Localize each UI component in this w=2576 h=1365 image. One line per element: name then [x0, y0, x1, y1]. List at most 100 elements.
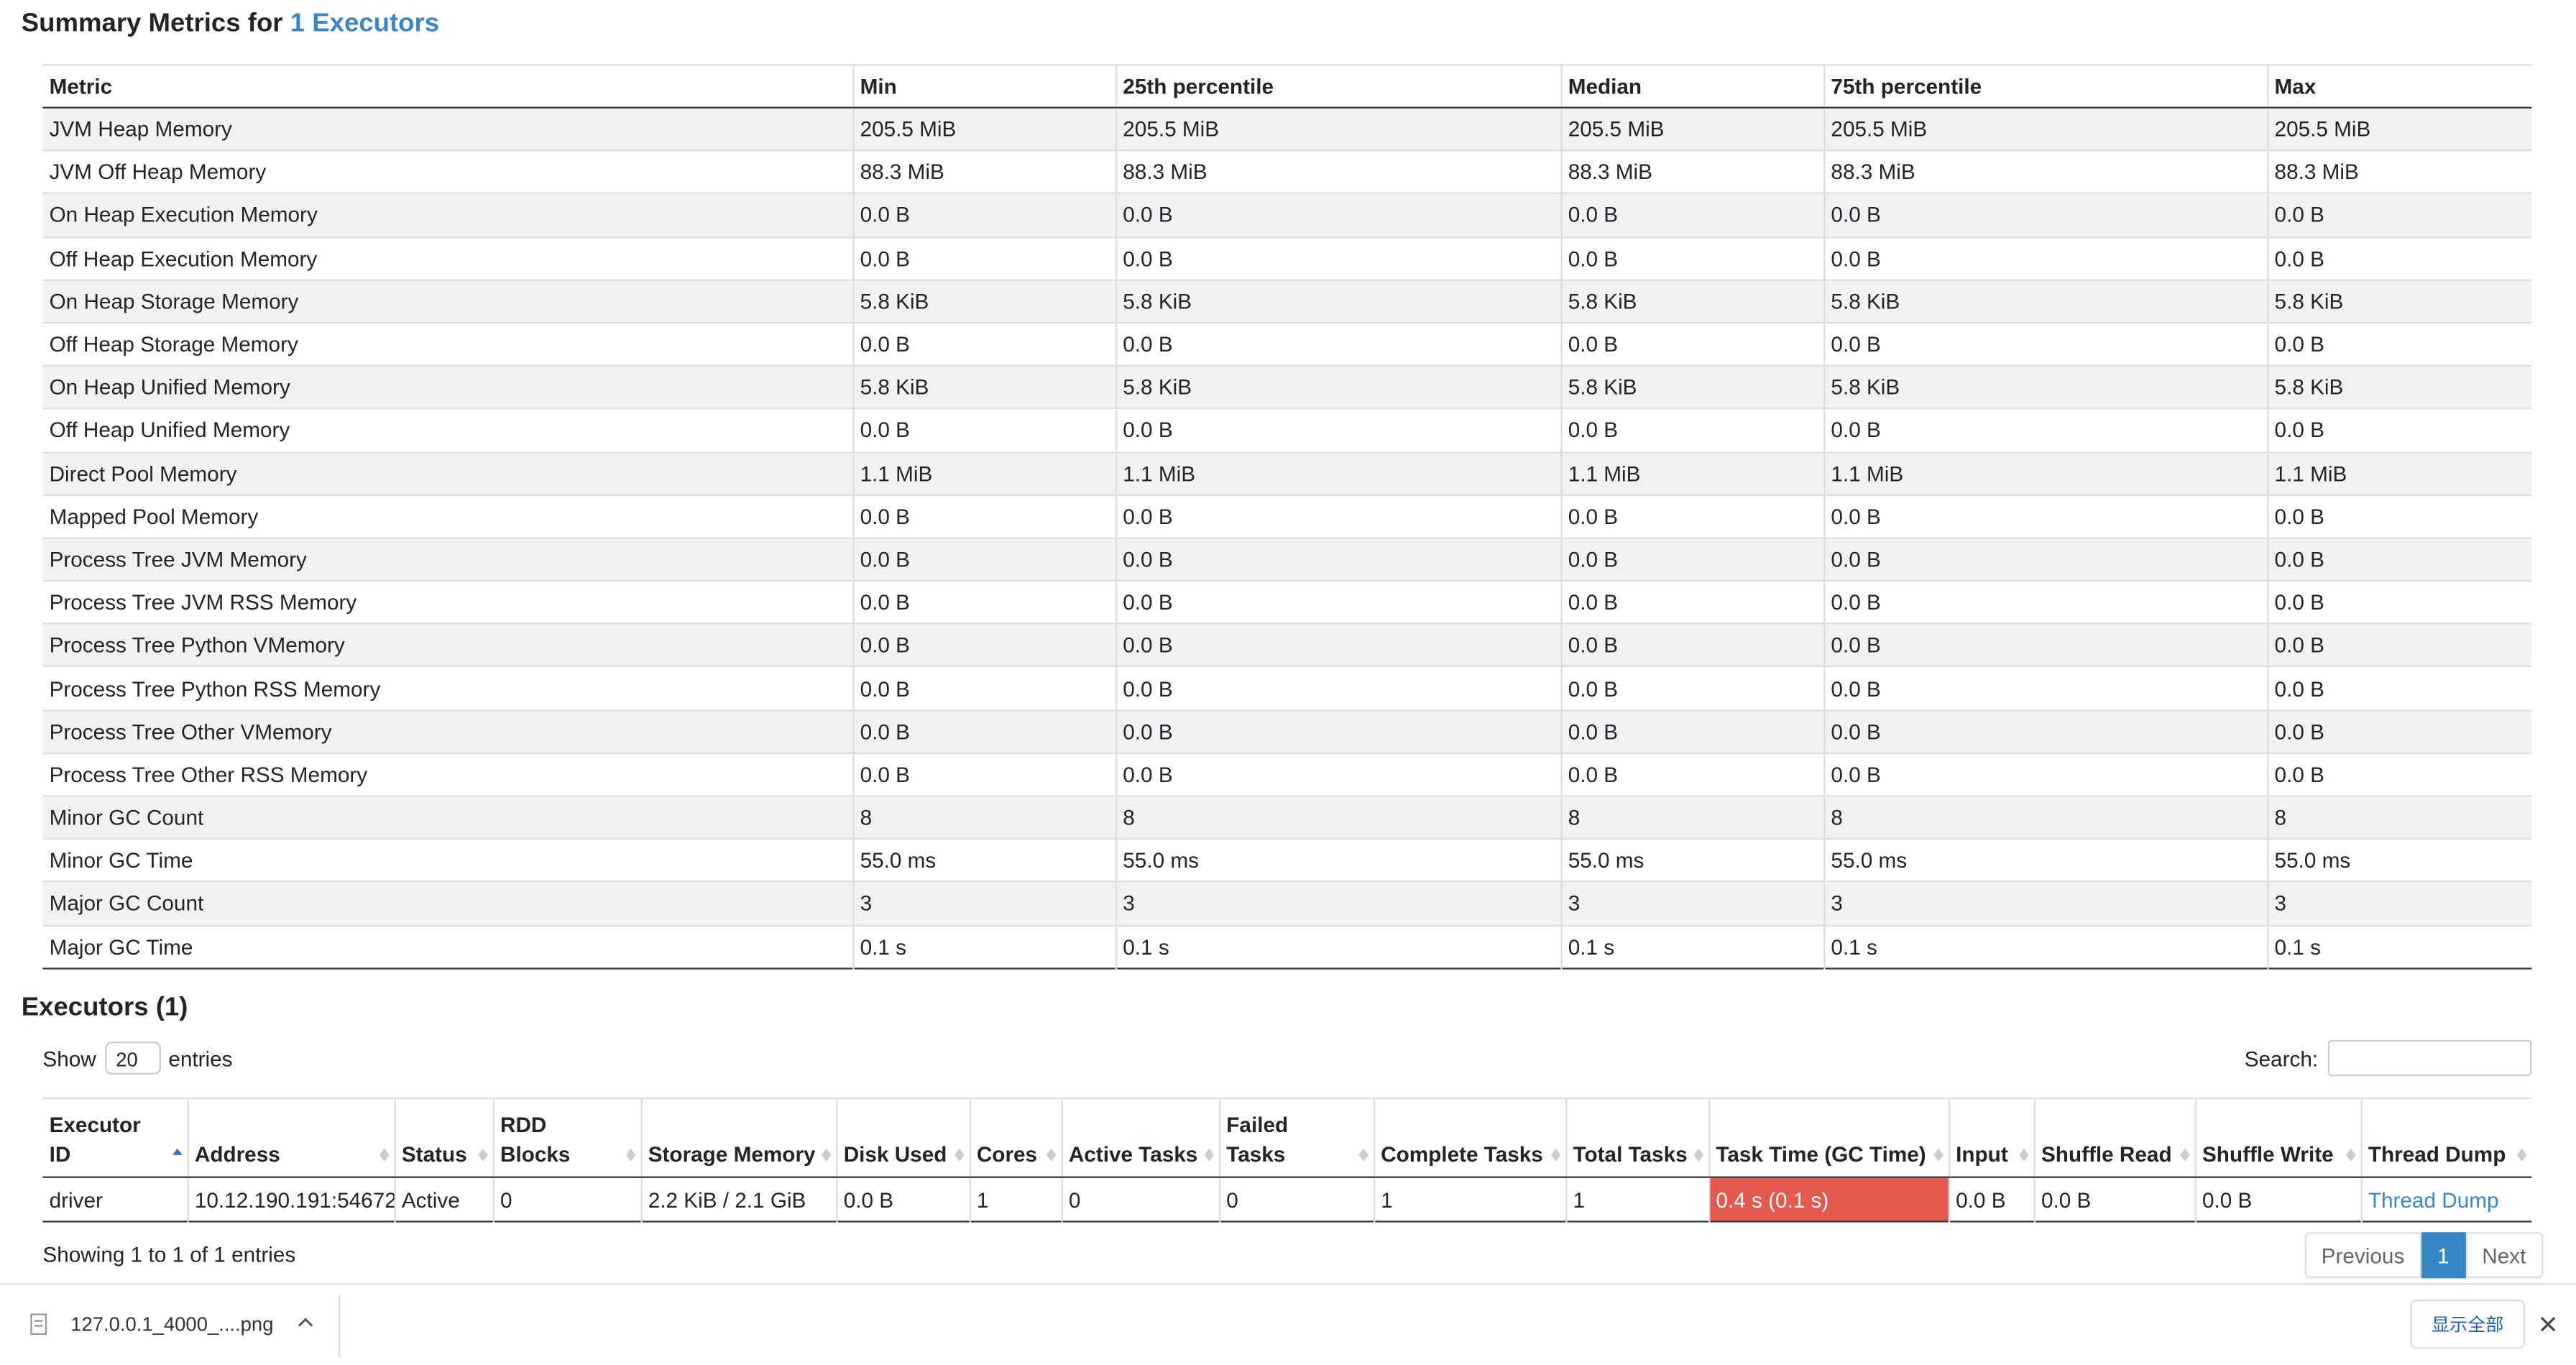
- metric-value: 88.3 MiB: [1114, 150, 1561, 194]
- metric-value: 0.0 B: [1114, 494, 1561, 538]
- metric-value: 0.0 B: [1114, 622, 1561, 667]
- metric-name: Process Tree JVM RSS Memory: [42, 579, 853, 624]
- metric-value: 0.0 B: [1560, 709, 1824, 753]
- sortable-header[interactable]: Shuffle Write: [2194, 1098, 2361, 1178]
- page-length-select[interactable]: 20: [104, 1042, 160, 1075]
- cell: 0.0 B: [1947, 1177, 2034, 1222]
- metric-value: 0.0 B: [852, 193, 1116, 237]
- metric-name: Process Tree JVM Memory: [42, 537, 853, 582]
- page-button[interactable]: 1: [2421, 1232, 2466, 1279]
- metric-row: Process Tree Other VMemory 0.0 B 0.0 B 0.0 …: [42, 709, 2532, 753]
- thread-dump-link[interactable]: Thread Dump: [2368, 1187, 2499, 1212]
- executor-row: driver 10.12.190.191:54672 Active 0 2.2 KiB …: [42, 1177, 2532, 1222]
- metric-value: 0.0 B: [2266, 236, 2532, 280]
- metric-name: Process Tree Python VMemory: [42, 622, 853, 667]
- metric-value: 55.0 ms: [1114, 838, 1561, 883]
- metric-value: 0.0 B: [1822, 236, 2268, 280]
- header-row: Executor ID Address Status RDD Blocks Storag…: [42, 1098, 2532, 1178]
- metric-value: 0.0 B: [1114, 321, 1561, 366]
- metric-row: On Heap Unified Memory 5.8 KiB 5.8 KiB 5.8 …: [42, 364, 2532, 409]
- sortable-header[interactable]: Status: [393, 1098, 493, 1178]
- metric-row: Off Heap Execution Memory 0.0 B 0.0 B 0.0 B…: [42, 236, 2532, 280]
- close-icon[interactable]: [2540, 1316, 2557, 1333]
- metric-value: 3: [1822, 881, 2268, 925]
- metric-value: 0.1 s: [1560, 924, 1824, 968]
- cell: 1: [968, 1177, 1062, 1222]
- column-header: Min: [852, 65, 1116, 109]
- cell: 1: [1565, 1177, 1709, 1222]
- sortable-header[interactable]: Cores: [968, 1098, 1062, 1178]
- sortable-header[interactable]: Thread Dump: [2360, 1098, 2532, 1178]
- metric-value: 0.0 B: [852, 752, 1116, 796]
- show-all-button[interactable]: 显示全部: [2410, 1299, 2526, 1349]
- expand-icon[interactable]: [298, 1316, 314, 1329]
- sortable-header[interactable]: Disk Used: [835, 1098, 970, 1178]
- metric-value: 3: [852, 881, 1116, 925]
- metric-value: 0.0 B: [1114, 666, 1561, 710]
- metric-row: Off Heap Storage Memory 0.0 B 0.0 B 0.0 B 0.…: [42, 321, 2532, 366]
- sortable-header[interactable]: Shuffle Read: [2033, 1098, 2195, 1178]
- length-control: Show 20 entries: [42, 1039, 233, 1078]
- metric-value: 205.5 MiB: [1114, 106, 1561, 151]
- metric-name: On Heap Storage Memory: [42, 278, 853, 323]
- cell: 2.2 KiB / 2.1 GiB: [640, 1177, 837, 1222]
- sortable-header[interactable]: Total Tasks: [1565, 1098, 1709, 1178]
- sortable-header[interactable]: Failed Tasks: [1218, 1098, 1374, 1178]
- metric-value: 0.0 B: [852, 408, 1116, 452]
- metric-value: 0.0 B: [852, 537, 1116, 582]
- sortable-header[interactable]: Storage Memory: [640, 1098, 837, 1178]
- cell: 0: [1218, 1177, 1374, 1222]
- sortable-header[interactable]: Address: [186, 1098, 395, 1178]
- sortable-header[interactable]: Active Tasks: [1060, 1098, 1219, 1178]
- metric-value: 55.0 ms: [1822, 838, 2268, 883]
- metric-value: 0.0 B: [1822, 579, 2268, 624]
- sortable-header[interactable]: Task Time (GC Time): [1707, 1098, 1949, 1178]
- download-file[interactable]: 127.0.0.1_4000_....png: [70, 1313, 274, 1336]
- metric-value: 0.0 B: [2266, 709, 2532, 753]
- cell: 1: [1372, 1177, 1566, 1222]
- metric-row: Process Tree Python VMemory 0.0 B 0.0 B 0.0…: [42, 622, 2532, 667]
- column-header: 25th percentile: [1114, 65, 1561, 109]
- sortable-header[interactable]: Input: [1947, 1098, 2034, 1178]
- metric-value: 0.0 B: [1560, 494, 1824, 538]
- metric-row: Process Tree JVM RSS Memory 0.0 B 0.0 B 0.0…: [42, 579, 2532, 624]
- metric-value: 8: [852, 795, 1116, 840]
- sortable-header[interactable]: Executor ID: [42, 1098, 188, 1178]
- metric-value: 0.0 B: [1560, 321, 1824, 366]
- metric-value: 0.0 B: [1114, 579, 1561, 624]
- metric-value: 0.0 B: [1822, 408, 2268, 452]
- show-label: Show: [42, 1045, 96, 1071]
- page-button[interactable]: Previous: [2304, 1232, 2421, 1279]
- metric-value: 0.0 B: [1114, 752, 1561, 796]
- metric-value: 0.0 B: [2266, 408, 2532, 452]
- header-row: Metric Min 25th percentile Median 75th perce…: [42, 65, 2532, 109]
- metric-name: Direct Pool Memory: [42, 451, 853, 495]
- search-input[interactable]: [2327, 1039, 2532, 1077]
- metric-value: 0.0 B: [1560, 236, 1824, 280]
- metric-value: 0.0 B: [1114, 193, 1561, 237]
- metric-value: 0.0 B: [852, 321, 1116, 366]
- metric-value: 5.8 KiB: [1822, 364, 2268, 409]
- metric-value: 0.0 B: [2266, 752, 2532, 796]
- metric-value: 8: [1114, 795, 1561, 840]
- cell: 0: [1060, 1177, 1219, 1222]
- sortable-header[interactable]: RDD Blocks: [492, 1098, 641, 1178]
- metric-value: 0.0 B: [1822, 622, 2268, 667]
- metric-value: 55.0 ms: [852, 838, 1116, 883]
- download-bar: 127.0.0.1_4000_....png 显示全部: [0, 1283, 2576, 1365]
- metric-row: Direct Pool Memory 1.1 MiB 1.1 MiB 1.1 MiB 1…: [42, 451, 2532, 495]
- executors-link[interactable]: 1 Executors: [290, 9, 440, 38]
- page-button[interactable]: Next: [2465, 1232, 2543, 1279]
- metric-name: Off Heap Storage Memory: [42, 321, 853, 366]
- metric-row: JVM Off Heap Memory 88.3 MiB 88.3 MiB 88.3 …: [42, 150, 2532, 194]
- metric-value: 0.0 B: [2266, 622, 2532, 667]
- metric-name: On Heap Execution Memory: [42, 193, 853, 237]
- metric-value: 5.8 KiB: [1560, 278, 1824, 323]
- metric-name: Mapped Pool Memory: [42, 494, 853, 538]
- column-header: Max: [2266, 65, 2532, 109]
- metric-value: 0.0 B: [1822, 537, 2268, 582]
- metric-value: 0.0 B: [1114, 537, 1561, 582]
- sortable-header[interactable]: Complete Tasks: [1372, 1098, 1566, 1178]
